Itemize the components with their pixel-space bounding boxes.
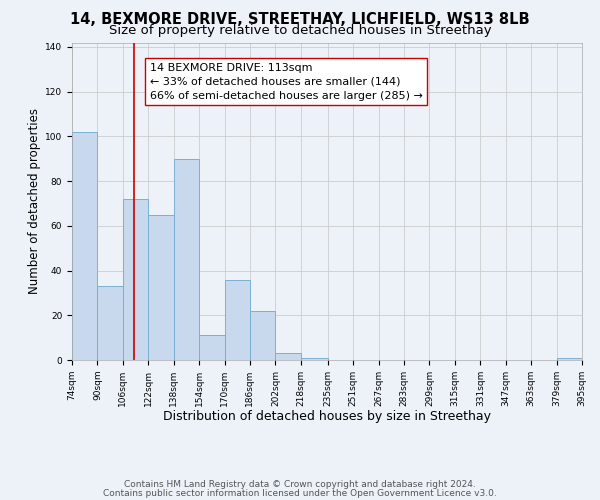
Bar	[301, 358, 328, 360]
Text: Contains public sector information licensed under the Open Government Licence v3: Contains public sector information licen…	[103, 488, 497, 498]
Bar	[199, 336, 224, 360]
Bar	[224, 280, 250, 360]
Bar	[72, 132, 97, 360]
Text: Size of property relative to detached houses in Streethay: Size of property relative to detached ho…	[109, 24, 491, 37]
Text: 14 BEXMORE DRIVE: 113sqm
← 33% of detached houses are smaller (144)
66% of semi-: 14 BEXMORE DRIVE: 113sqm ← 33% of detach…	[150, 62, 423, 100]
Text: Contains HM Land Registry data © Crown copyright and database right 2024.: Contains HM Land Registry data © Crown c…	[124, 480, 476, 489]
Y-axis label: Number of detached properties: Number of detached properties	[28, 108, 41, 294]
Text: 14, BEXMORE DRIVE, STREETHAY, LICHFIELD, WS13 8LB: 14, BEXMORE DRIVE, STREETHAY, LICHFIELD,…	[70, 12, 530, 28]
Bar	[250, 311, 275, 360]
X-axis label: Distribution of detached houses by size in Streethay: Distribution of detached houses by size …	[163, 410, 491, 424]
Bar	[557, 358, 582, 360]
Bar	[173, 159, 199, 360]
Bar	[97, 286, 123, 360]
Bar	[275, 354, 301, 360]
Bar	[123, 199, 148, 360]
Bar	[148, 214, 173, 360]
